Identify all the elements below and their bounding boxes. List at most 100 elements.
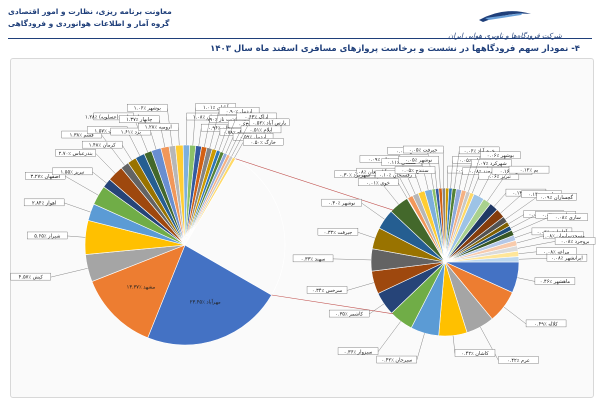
pie2-label-7: سرخس ٪۰.۳۴ [312, 288, 342, 294]
pie2-label-6: کاشمر ٪۰.۳۵ [335, 312, 363, 318]
pie1-label-16: زاهدان ٪۱.۰۸ [193, 115, 222, 121]
pie2-label-box-0 [534, 277, 576, 285]
pie2-label-11: شهرکرد ٪۰.۳۰ [339, 172, 370, 178]
pie2-callout-4 [416, 333, 425, 361]
pie2-label-box-10 [321, 198, 362, 207]
pie1-callout-7 [95, 153, 116, 174]
pie1-label-2: کیش ٪۴.۵۷ [19, 275, 44, 281]
pie1-label-8: قشم ٪۱.۳۸ [70, 133, 95, 139]
pie2-label-box-40 [546, 254, 588, 262]
pie1-label-box-17 [195, 103, 236, 111]
pie1-label-3: شیراز ٪۵.۶۵ [34, 233, 60, 239]
pie2-callout-37 [516, 235, 544, 244]
pie1-label-11: خلیج فارس(عسلویه) ٪۱.۲۸ [85, 114, 142, 120]
pie2-label-box-2 [498, 356, 539, 364]
pie2-callout-24 [458, 171, 463, 190]
pie1-label-0: مهرآباد ٪۲۳.۴۵ [190, 299, 221, 306]
pie2-label-38: بروجرد ٪۰.۰۸ [561, 239, 590, 245]
pie1-callout-21 [214, 132, 221, 150]
pie2-callout-18 [434, 170, 438, 189]
pie2-label-box-26 [480, 151, 521, 159]
pie1-callout-5 [65, 176, 99, 196]
pie2-label-box-7 [306, 286, 348, 294]
pie1-callout-24 [225, 137, 234, 154]
header-divider [8, 38, 592, 39]
pie2-label-box-8 [292, 254, 334, 263]
pie1-label-26: پارس آباد ٪۰.۵۲ [253, 119, 287, 126]
pie2-callout-23 [454, 150, 460, 189]
pie2-label-box-32 [536, 193, 577, 201]
pie2-callout-25 [463, 163, 472, 191]
pie1-callout-2 [50, 268, 88, 278]
pie2-label-box-38 [554, 237, 596, 245]
pie1-label-27: خارگ ٪۰.۵۰ [250, 139, 275, 146]
pie2-label-39: مراغه ٪۰.۰۸ [543, 249, 569, 255]
pie1-label-box-6 [52, 167, 93, 176]
pie1-label-21: کرمانشاه ٪۰.۷۸ [223, 130, 257, 136]
pie2-label-23: خرم آباد ٪۰.۰۶ [464, 147, 495, 154]
pie2-callout-40 [518, 258, 547, 260]
pie2-label-4: سیرجان ٪۰.۴۲ [381, 358, 412, 364]
pie2-label-18: سنندج ٪۰.۰۵ [402, 168, 429, 174]
pie2-label-box-5 [337, 347, 379, 355]
pie1-label-14: بوشهر ٪۱.۰۶ [134, 106, 161, 112]
pie2-callout-2 [480, 326, 499, 361]
pie2-label-14: مغان ٪۰.۰۹ [368, 157, 393, 163]
pie1-slice-0 [147, 244, 273, 346]
pie2-label-12: خوی ٪۰.۰۱ [366, 180, 390, 186]
pie2-label-32: گچساران ٪۰.۰۹ [540, 194, 574, 201]
pie1-label-9: کرمان ٪۱.۴۸ [89, 143, 117, 149]
pie1-label-box-26 [249, 118, 290, 127]
pie1-label-25: ایلام ٪۰.۵۱ [250, 127, 273, 133]
pie1-label-box-13 [119, 115, 160, 123]
pie1-label-15: ارومیه ٪۱.۲۸ [145, 125, 172, 131]
pie1-label-12: یزد ٪۱.۶۱ [121, 130, 142, 136]
pie1-callout-18 [198, 128, 202, 146]
pie2-callout-35 [512, 217, 548, 233]
pie2-callout-22 [450, 160, 453, 189]
pie2-callout-7 [346, 282, 374, 291]
pie1-callout-19 [204, 119, 210, 147]
pie2-label-box-12 [357, 178, 399, 186]
pie1-label-box-15 [138, 123, 179, 131]
pie2-label-15: رفسنجان ٪۰.۱۰ [379, 172, 413, 178]
pie2-callout-1 [503, 306, 527, 325]
pie2-callout-34 [510, 215, 536, 229]
org-name: شرکت فرودگاه‌ها و ناوبری هوایی ایران [448, 32, 562, 40]
pie1-callout-17 [192, 107, 196, 146]
pie2-label-40: ایرانشهر ٪۰.۰۸ [551, 256, 583, 262]
pie1-label-6: تبریز ٪۱.۵۵ [61, 169, 85, 175]
pie2-label-5: سبزوار ٪۰.۳۶ [344, 349, 373, 355]
pie2-label-box-9 [317, 228, 359, 236]
pie2-callout-30 [493, 192, 507, 207]
pie1-label-box-27 [243, 138, 284, 146]
pie1-slice-1 [91, 244, 186, 339]
pie2-slice-40 [444, 256, 520, 263]
pie1-label-box-7 [55, 149, 96, 157]
pie2-callout-33 [508, 214, 524, 225]
header-logo-block: شرکت فرودگاه‌ها و ناوبری هوایی ایران [420, 4, 590, 40]
pie2-label-box-25 [471, 159, 512, 167]
pie2-callout-20 [443, 150, 444, 189]
pie2-label-0: ماهشهر ٪۰.۴۶ [540, 279, 571, 285]
pie2-label-box-19 [398, 156, 439, 164]
connector-line-bottom [271, 294, 394, 315]
pie1-callout-6 [92, 171, 107, 184]
pie1-label-10: رشت ٪۱.۵۷ [94, 128, 120, 134]
pie1-slice-28 [184, 158, 286, 296]
pie1-label-box-5 [25, 172, 66, 180]
department-block: معاونت برنامه ریزی، نظارت و امور اقتصادی… [8, 6, 208, 30]
pie1-label-box-4 [23, 198, 65, 207]
chart-title: ۴- نمودار سهم فرودگاهها در نشست و برخاست… [210, 44, 580, 54]
pie1-callout-15 [178, 127, 180, 146]
pie2-label-9: جیرفت ٪۰.۳۲ [324, 230, 353, 236]
pie1-label-17: آبادان ٪۱.۰۱ [203, 104, 229, 111]
pie2-label-26: بوشهر ٪۰.۰۶ [487, 153, 514, 159]
pie1-label-1: مشهد ٪۱۳.۳۷ [127, 285, 156, 291]
pie2-callout-31 [500, 194, 522, 214]
pie1-callout-25 [228, 129, 242, 156]
pie2-callout-0 [517, 277, 535, 282]
pie2-callout-36 [514, 231, 532, 238]
pie1-label-box-14 [127, 103, 168, 112]
pie1-label-box-12 [110, 127, 151, 136]
